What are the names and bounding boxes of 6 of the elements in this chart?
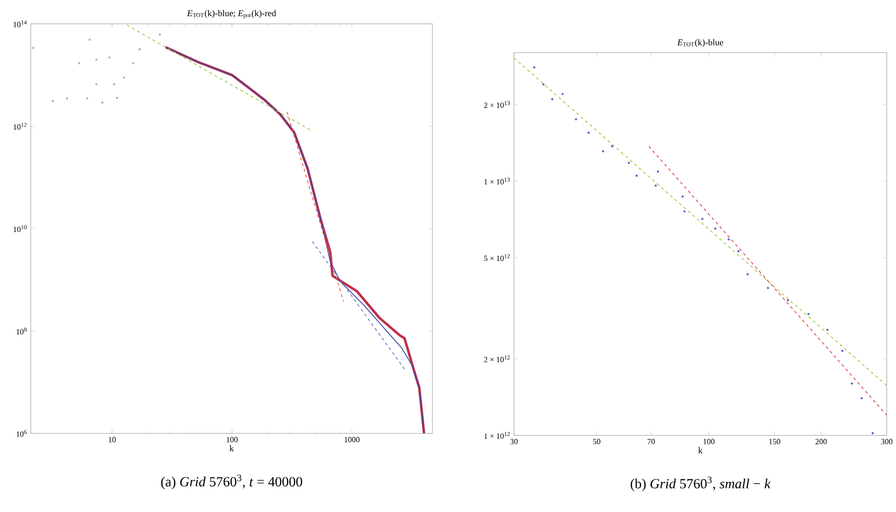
text: (b) Grid 5760$^{3}$, small − k xyxy=(630,476,771,492)
chart-title: E$_{TOT}$(k)-blue xyxy=(677,39,724,48)
x-axis-title: k xyxy=(230,445,234,452)
text: (a) Grid 5760$^{3}$, t = 40000 xyxy=(161,474,302,490)
chart-title: E$_{TOT}$(k)-blue; E$_{pot}$(k)-red xyxy=(186,10,276,18)
x-axis-title: k xyxy=(698,447,703,454)
